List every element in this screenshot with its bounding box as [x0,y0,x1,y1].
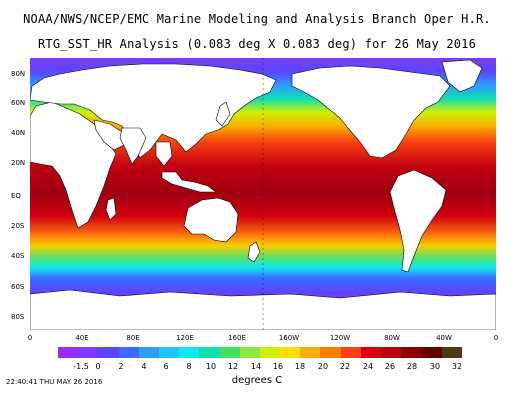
lat-label-60s: 60S [11,283,25,291]
colorbar-swatch [179,347,200,358]
timestamp: 22:40:41 THU MAY 26 2016 [6,378,103,386]
landmass-greenland [441,59,483,93]
colorbar-swatch [138,347,159,358]
colorbar-swatch [239,347,260,358]
lon-label-40w: 40W [436,334,452,342]
lon-label-80w: 80W [384,334,400,342]
colorbar-label: 20 [317,362,329,371]
lat-label-40n: 40N [11,129,26,137]
colorbar-label: 18 [294,362,306,371]
lon-label-120e: 120E [176,334,194,342]
lat-label-20s: 20S [11,222,25,230]
colorbar-label: 8 [186,362,192,371]
colorbar-label: 28 [406,362,418,371]
colorbar-swatch [118,347,139,358]
colorbar-swatch [360,347,381,358]
lon-label-0-west: 0 [27,334,33,342]
colorbar-label: 16 [272,362,284,371]
colorbar-label: 10 [205,362,217,371]
colorbar-swatch [58,347,79,358]
colorbar-label: 22 [339,362,351,371]
landmass-australia [183,197,239,243]
lat-label-eq: EQ [11,192,21,200]
colorbar-label: -1.5 [73,362,89,371]
color-scale-bar [58,347,462,358]
lon-label-160w: 160W [278,334,300,342]
colorbar-swatch [340,347,361,358]
colorbar-swatch [300,347,321,358]
lon-label-0-east: 0 [493,334,499,342]
lon-label-40e: 40E [75,334,89,342]
colorbar-swatch [401,347,422,358]
landmass-arabia [93,119,127,151]
colorbar-label: 6 [163,362,169,371]
map-title: NOAA/NWS/NCEP/EMC Marine Modeling and An… [23,12,491,26]
colorbar-swatch [199,347,220,358]
colorbar-swatch [441,347,462,358]
colorbar-label: 0 [95,362,101,371]
lon-label-120w: 120W [329,334,351,342]
landmass-india [119,127,147,165]
lat-label-40s: 40S [11,252,25,260]
lon-label-160e: 160E [228,334,246,342]
sst-map-svg [30,58,496,330]
landmass-madagascar [105,197,117,221]
colorbar-label: 4 [141,362,147,371]
colorbar-swatch [158,347,180,358]
colorbar-label: 32 [451,362,463,371]
colorbar-label: 12 [227,362,239,371]
landmass-southeast-asia [155,141,173,167]
colorbar-swatch [219,347,240,358]
colorbar-swatch [381,347,402,358]
landmass-indonesia [161,171,217,193]
colorbar-swatch [280,347,301,358]
landmass-new-zealand [247,241,261,263]
colorbar-label: 30 [429,362,441,371]
landmass-south-america [389,169,447,273]
colorbar-units: degrees C [231,375,283,386]
lat-label-20n: 20N [11,159,26,167]
landmass-north-america [291,65,451,159]
colorbar-swatch [78,347,99,358]
landmass-japan [215,101,231,127]
lon-label-80e: 80E [126,334,140,342]
colorbar-swatch [320,347,341,358]
colorbar-swatch [259,347,281,358]
landmass-africa [30,101,117,229]
lat-label-60n: 60N [11,99,26,107]
landmass-eurasia [30,63,277,159]
colorbar-label: 26 [384,362,396,371]
colorbar-label: 24 [362,362,374,371]
lat-label-80n: 80N [11,70,26,78]
sst-map [30,58,496,330]
map-subtitle: RTG_SST_HR Analysis (0.083 deg X 0.083 d… [37,37,477,51]
colorbar-label: 2 [118,362,124,371]
colorbar-swatch [98,347,119,358]
colorbar-swatch [421,347,442,358]
colorbar-label: 14 [250,362,262,371]
lat-label-80s: 80S [11,313,25,321]
